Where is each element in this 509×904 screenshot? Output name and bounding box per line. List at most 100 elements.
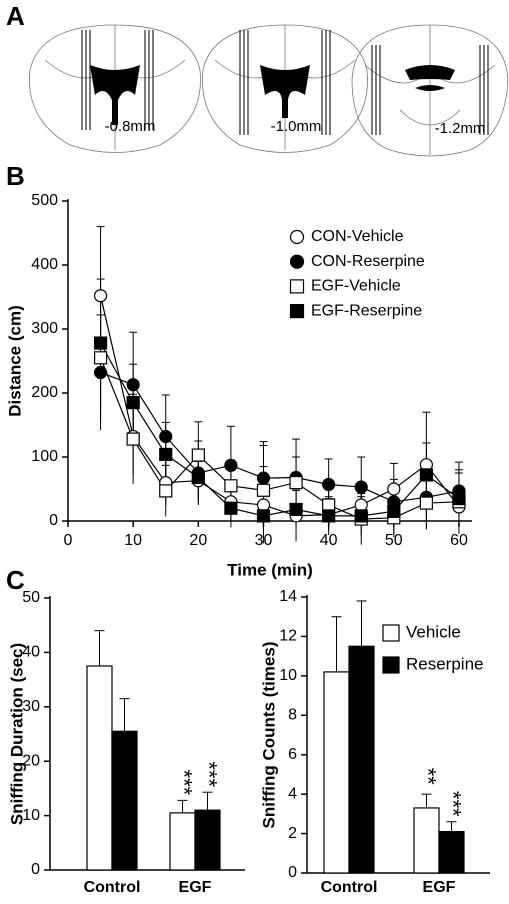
point	[256, 471, 271, 485]
bar	[413, 807, 440, 874]
y-tick-label: 30	[22, 698, 40, 715]
point	[452, 492, 466, 506]
point	[93, 365, 108, 380]
y-tick-label: 10	[22, 807, 40, 824]
bar	[169, 812, 196, 871]
point	[354, 480, 368, 494]
x-tick-label: 10	[124, 532, 142, 549]
legend-marker	[289, 229, 305, 245]
x-tick-label: 50	[385, 532, 403, 549]
point	[354, 498, 368, 512]
y-tick-label: 500	[31, 192, 58, 209]
point	[224, 458, 238, 472]
y-tick-label: 300	[31, 320, 58, 337]
x-axis-title: Time (min)	[227, 560, 313, 579]
point	[191, 448, 205, 462]
significance-label: ***	[172, 770, 197, 796]
x-tick-label: 0	[64, 532, 73, 549]
point	[322, 509, 336, 523]
x-tick-label: 20	[189, 532, 207, 549]
legend-marker	[382, 656, 400, 674]
y-axis-title: Sniffing Duration (sec)	[7, 643, 26, 825]
significance-label: **	[416, 768, 441, 786]
point	[159, 484, 173, 498]
point	[256, 498, 271, 512]
point	[191, 470, 205, 485]
point	[126, 378, 140, 392]
x-tick-label: Control	[321, 879, 378, 896]
y-tick-label: 0	[31, 861, 40, 878]
point	[419, 496, 433, 510]
y-tick-label: 20	[22, 752, 40, 769]
point	[289, 502, 303, 517]
bar	[348, 645, 375, 874]
point	[159, 429, 173, 444]
section-label: -0.8mm	[105, 118, 156, 135]
point	[256, 483, 271, 497]
y-tick-label: 10	[279, 667, 297, 684]
y-axis-title: Distance (cm)	[5, 305, 24, 416]
panel-label: A	[6, 1, 25, 31]
bar	[111, 730, 138, 871]
y-tick-label: 2	[288, 825, 297, 842]
point	[126, 432, 140, 446]
x-tick-label: 40	[320, 532, 338, 549]
legend-marker	[289, 304, 305, 319]
point	[322, 498, 336, 512]
section-label: -1.0mm	[271, 118, 322, 135]
bar	[438, 830, 465, 874]
y-tick-label: 50	[22, 589, 40, 606]
y-tick-label: 400	[31, 256, 58, 273]
x-tick-label: EGF	[423, 879, 456, 896]
y-tick-label: 14	[279, 588, 297, 605]
point	[93, 336, 108, 350]
point	[419, 468, 433, 482]
legend-label: CON-Reserpine	[311, 253, 425, 270]
y-tick-label: 4	[288, 785, 297, 802]
point	[93, 289, 108, 303]
panel-label: C	[6, 565, 25, 595]
x-tick-label: 60	[450, 532, 468, 549]
point	[354, 509, 368, 523]
series-line	[100, 342, 460, 517]
y-tick-label: 12	[279, 628, 297, 645]
y-tick-label: 200	[31, 384, 58, 401]
x-tick-label: EGF	[179, 879, 212, 896]
point	[387, 482, 401, 496]
series-line	[99, 295, 460, 517]
legend-marker	[382, 624, 400, 642]
panel-label: B	[6, 161, 25, 191]
point	[159, 447, 173, 462]
point	[224, 501, 238, 515]
y-tick-label: 0	[288, 864, 297, 881]
y-axis-title: Sniffing Counts (times)	[259, 642, 278, 829]
legend-label: CON-Vehicle	[311, 228, 404, 245]
bar	[323, 671, 350, 874]
point	[387, 504, 401, 518]
brain-section	[29, 24, 201, 153]
point	[256, 509, 271, 523]
legend-label: Vehicle	[406, 622, 461, 641]
legend-label: EGF-Vehicle	[311, 278, 401, 295]
series-line	[100, 357, 459, 520]
bar	[194, 809, 221, 871]
y-tick-label: 6	[288, 746, 297, 763]
legend-marker	[289, 279, 305, 294]
y-tick-label: 8	[288, 707, 297, 724]
significance-label: ***	[441, 791, 466, 817]
significance-label: ***	[197, 761, 222, 787]
bar	[86, 665, 113, 871]
legend-label: Reserpine	[406, 654, 484, 673]
point	[224, 479, 238, 493]
legend-label: EGF-Reserpine	[311, 302, 422, 319]
point	[126, 396, 140, 410]
y-tick-label: 100	[31, 448, 58, 465]
point	[322, 477, 336, 492]
section-label: -1.2mm	[435, 120, 486, 137]
legend-marker	[289, 254, 305, 269]
point	[289, 476, 303, 490]
y-tick-label: 40	[22, 644, 40, 661]
point	[93, 351, 108, 365]
brain-section	[202, 24, 368, 153]
